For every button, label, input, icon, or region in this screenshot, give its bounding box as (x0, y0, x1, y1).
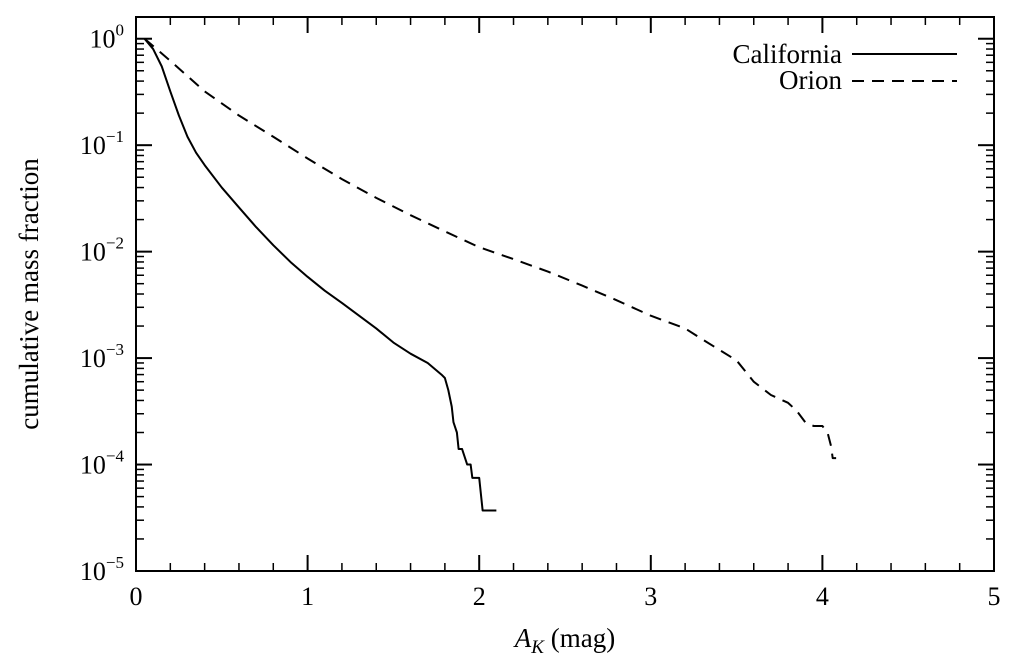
legend-label-orion: Orion (779, 65, 842, 95)
y-tick-label: 10−1 (80, 127, 124, 160)
y-tick-labels: 100 10−1 10−2 10−3 10−4 10−5 (80, 21, 125, 586)
legend: California Orion (733, 39, 957, 95)
series-line-california (143, 38, 497, 512)
x-tick-label: 1 (301, 582, 314, 611)
series-line-orion (143, 37, 837, 460)
series-lines (143, 37, 837, 512)
x-axis-label-main: A (513, 623, 532, 653)
axis-ticks (135, 17, 995, 572)
y-tick-label: 10−4 (80, 447, 125, 480)
x-axis-label: AK (mag) (513, 623, 615, 658)
x-tick-label: 5 (988, 582, 1001, 611)
legend-label-california: California (733, 39, 842, 69)
x-axis-label-unit: (mag) (544, 623, 615, 653)
y-axis-label: cumulative mass fraction (14, 158, 44, 430)
x-tick-label: 4 (816, 582, 829, 611)
y-tick-label: 10−5 (80, 553, 124, 586)
x-tick-label: 3 (644, 582, 657, 611)
x-tick-labels: 0 1 2 3 4 5 (130, 582, 1001, 611)
x-tick-label: 0 (130, 582, 143, 611)
y-tick-label: 100 (90, 21, 125, 54)
plot-frame (135, 16, 995, 572)
y-tick-label: 10−2 (80, 234, 124, 267)
y-tick-label: 10−3 (80, 340, 124, 373)
x-tick-label: 2 (473, 582, 486, 611)
x-axis-label-sub: K (530, 637, 545, 658)
